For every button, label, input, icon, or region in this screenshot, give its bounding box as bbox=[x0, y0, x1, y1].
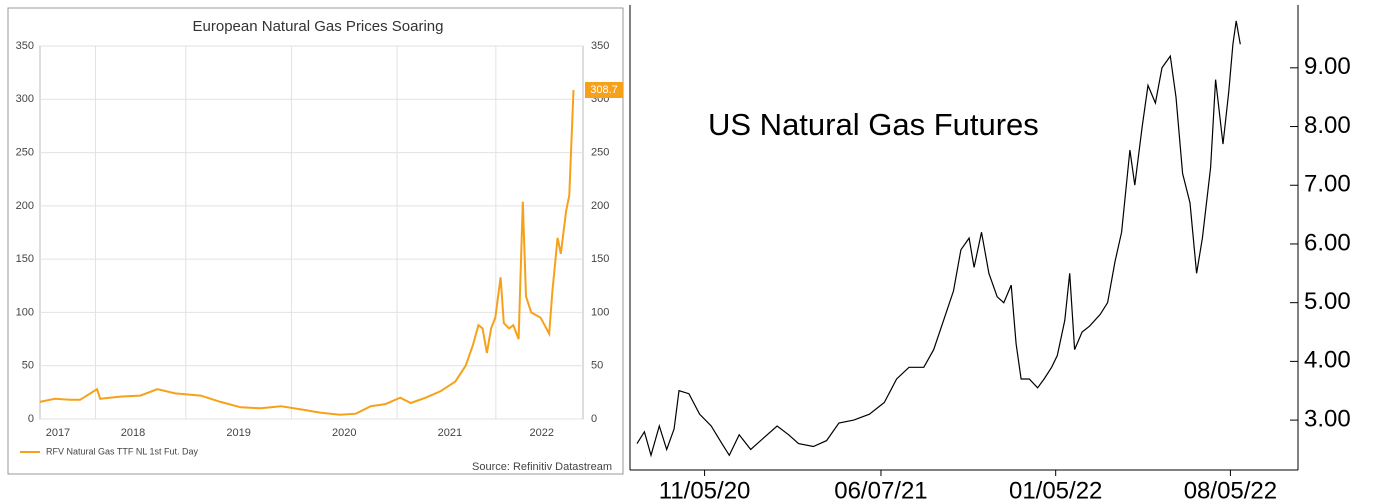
x-tick-label: 2017 bbox=[46, 427, 70, 439]
y-tick-label-right: 150 bbox=[591, 253, 609, 265]
series-line bbox=[39, 89, 575, 416]
y-tick-label: 300 bbox=[16, 93, 34, 105]
y-tick-label-right: 350 bbox=[591, 40, 609, 52]
x-tick-label: 11/05/20 bbox=[659, 477, 751, 504]
y-tick-label: 6.00 bbox=[1304, 229, 1351, 256]
y-tick-label-right: 0 bbox=[591, 413, 597, 425]
last-value-label: 308.7 bbox=[590, 84, 618, 96]
x-tick-label: 08/05/22 bbox=[1184, 477, 1277, 504]
y-tick-label: 0 bbox=[28, 413, 34, 425]
chart-title: US Natural Gas Futures bbox=[708, 107, 1039, 142]
y-tick-label: 7.00 bbox=[1304, 171, 1351, 198]
y-tick-label: 150 bbox=[16, 253, 34, 265]
y-tick-label: 50 bbox=[22, 360, 34, 372]
y-tick-label: 100 bbox=[16, 306, 34, 318]
chart-title: European Natural Gas Prices Soaring bbox=[193, 18, 444, 35]
y-tick-label-right: 100 bbox=[591, 306, 609, 318]
x-tick-label: 01/05/22 bbox=[1009, 477, 1102, 504]
y-tick-label: 250 bbox=[16, 146, 34, 158]
x-tick-label: 2022 bbox=[530, 427, 554, 439]
y-tick-label: 350 bbox=[16, 40, 34, 52]
y-tick-label: 5.00 bbox=[1304, 288, 1351, 315]
x-tick-label: 2018 bbox=[121, 427, 145, 439]
y-tick-label: 200 bbox=[16, 200, 34, 212]
series-line bbox=[636, 20, 1241, 458]
x-tick-label: 2019 bbox=[226, 427, 250, 439]
x-tick-label: 2021 bbox=[438, 427, 462, 439]
y-tick-label-right: 250 bbox=[591, 146, 609, 158]
source: Source: Refinitiv Datastream bbox=[472, 461, 612, 473]
x-tick-label: 06/07/21 bbox=[834, 477, 927, 504]
y-tick-label: 4.00 bbox=[1304, 347, 1351, 374]
left-frame bbox=[7, 7, 624, 475]
y-tick-label-right: 200 bbox=[591, 200, 609, 212]
last-value-box bbox=[585, 82, 623, 99]
y-tick-label-right: 50 bbox=[591, 360, 603, 372]
legend-label: RFV Natural Gas TTF NL 1st Fut. Day bbox=[46, 446, 199, 456]
plot-area bbox=[39, 45, 584, 420]
y-tick-label: 8.00 bbox=[1304, 112, 1351, 139]
y-tick-label: 9.00 bbox=[1304, 53, 1351, 80]
y-tick-label: 3.00 bbox=[1304, 405, 1351, 432]
x-tick-label: 2020 bbox=[332, 427, 356, 439]
